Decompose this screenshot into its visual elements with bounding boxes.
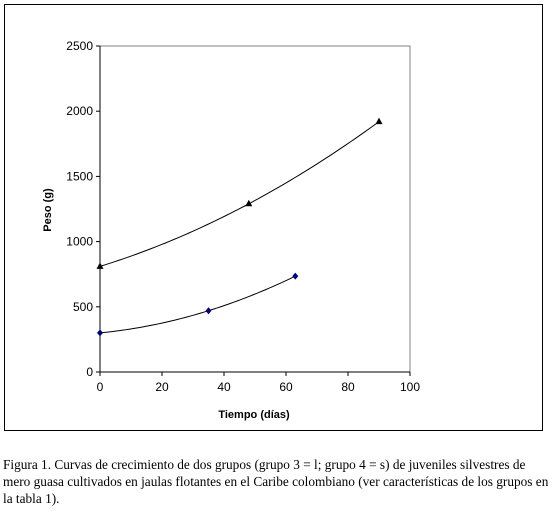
y-axis-title: Peso (g) xyxy=(42,188,54,232)
y-tick-label: 0 xyxy=(86,365,93,379)
trendline-series-1 xyxy=(99,121,380,267)
figure-frame xyxy=(4,4,543,431)
y-tick-label: 500 xyxy=(73,300,93,314)
data-point-diamond xyxy=(292,272,299,280)
y-tick-label: 2500 xyxy=(66,39,93,53)
x-tick-label: 80 xyxy=(341,380,355,394)
figure-caption: Figura 1. Curvas de crecimiento de dos g… xyxy=(3,457,549,506)
x-tick-label: 40 xyxy=(217,380,231,394)
x-tick-label: 100 xyxy=(400,380,420,394)
y-tick-label: 2000 xyxy=(66,104,93,118)
data-point-triangle xyxy=(245,199,253,207)
x-axis-title: Tiempo (días) xyxy=(218,409,290,421)
x-tick-label: 20 xyxy=(155,380,169,394)
y-tick-label: 1500 xyxy=(66,169,93,183)
plot-border xyxy=(99,45,411,373)
x-tick-label: 0 xyxy=(97,380,104,394)
trendline-series-2 xyxy=(99,275,296,334)
data-point-diamond xyxy=(205,307,212,315)
x-tick-label: 60 xyxy=(279,380,293,394)
data-point-triangle xyxy=(375,117,383,125)
y-tick-label: 1000 xyxy=(66,235,93,249)
data-point-diamond xyxy=(97,329,103,337)
growth-chart: 0 500 1000 1500 2000 2500 0 20 40 60 80 100 Peso (g… xyxy=(42,39,420,421)
data-point-triangle xyxy=(96,262,104,269)
plot-area: 0 500 1000 1500 2000 2500 0 20 40 60 80 100 xyxy=(66,39,420,394)
